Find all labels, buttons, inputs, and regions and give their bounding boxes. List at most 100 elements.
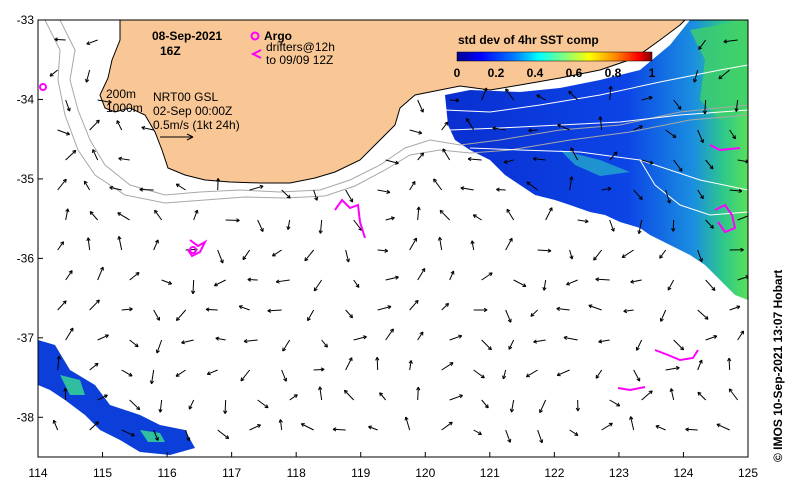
- drifter-tracks: [187, 144, 741, 392]
- current-vector: [319, 386, 323, 401]
- current-vector: [609, 151, 618, 161]
- current-vector: [505, 429, 511, 443]
- current-vector: [697, 391, 707, 401]
- current-vector: [449, 270, 455, 281]
- sst-swath-east-cyan: [560, 150, 630, 176]
- current-vector-head: [465, 117, 470, 122]
- current-vector-head: [307, 317, 311, 322]
- current-vector: [698, 39, 707, 50]
- current-vector-head: [223, 410, 228, 414]
- current-vector-head: [130, 432, 135, 437]
- x-tick-label: 123: [609, 466, 629, 480]
- current-vector: [569, 176, 573, 191]
- current-vector: [249, 424, 261, 431]
- current-vector-head: [667, 286, 672, 291]
- current-vector-head: [92, 149, 96, 154]
- current-vector-head: [584, 219, 589, 224]
- current-vector: [239, 305, 250, 311]
- sst-swath-southwest: [38, 340, 195, 455]
- current-vector: [409, 360, 412, 371]
- current-vector: [442, 148, 451, 161]
- current-vector: [433, 178, 443, 191]
- current-vector-head: [66, 131, 71, 136]
- current-vector: [697, 249, 703, 262]
- colorbar-tick-label: 1: [649, 66, 656, 80]
- current-vector: [473, 369, 485, 379]
- current-vector: [89, 421, 99, 431]
- current-vector: [441, 421, 453, 431]
- current-vector-head: [709, 224, 714, 229]
- current-vector: [633, 189, 643, 200]
- current-vector: [57, 129, 70, 135]
- current-vector-head: [318, 386, 323, 391]
- current-vector-head: [569, 255, 574, 260]
- current-vector: [665, 189, 671, 204]
- current-vector: [267, 309, 282, 312]
- current-vector-head: [390, 328, 394, 333]
- current-vector: [54, 38, 66, 41]
- current-vector-head: [386, 189, 391, 194]
- current-vector-head: [257, 424, 261, 428]
- current-vector-head: [117, 236, 122, 240]
- current-vector: [154, 209, 163, 221]
- current-vector: [244, 339, 258, 342]
- current-vector: [481, 272, 493, 281]
- current-vector-head: [702, 110, 708, 115]
- current-vector-head: [188, 405, 193, 410]
- current-vector: [705, 335, 718, 341]
- current-vector: [526, 181, 538, 191]
- current-vector-head: [275, 279, 280, 284]
- current-vector: [214, 279, 226, 287]
- current-vector: [129, 399, 141, 411]
- current-vector-head: [390, 216, 395, 221]
- current-vector: [116, 120, 123, 131]
- current-vector-head: [109, 185, 114, 191]
- current-vector-head: [175, 183, 180, 188]
- current-vector: [353, 336, 367, 341]
- current-vector-head: [83, 180, 88, 185]
- current-vector-head: [636, 377, 641, 382]
- argo-floats: [39, 83, 197, 254]
- current-vector: [595, 369, 603, 379]
- current-vector: [417, 152, 424, 161]
- current-vector: [175, 183, 186, 191]
- current-vector: [556, 369, 570, 376]
- drifter-track-2: [334, 198, 366, 239]
- current-vector-head: [613, 151, 618, 156]
- y-tick-label: -33: [17, 13, 35, 27]
- current-vector: [385, 159, 399, 164]
- current-vector-head: [608, 85, 613, 90]
- current-vector: [368, 426, 378, 431]
- current-vector-head: [704, 315, 709, 320]
- current-vector-head: [343, 389, 348, 394]
- current-vector: [737, 159, 748, 163]
- current-vector-head: [379, 392, 384, 397]
- current-vector-head: [532, 156, 537, 162]
- current-vector-head: [384, 248, 389, 253]
- depth-label-200m: 200m: [106, 87, 136, 101]
- current-vector-head: [206, 371, 211, 376]
- current-vector: [281, 369, 287, 382]
- contour-1000m: [44, 20, 748, 204]
- current-vector-head: [698, 45, 703, 50]
- current-vector-head: [666, 199, 671, 204]
- current-vector: [537, 429, 543, 443]
- current-vector: [705, 159, 714, 170]
- current-vector-head: [648, 95, 653, 100]
- current-vector-head: [387, 305, 392, 310]
- current-vector-head: [86, 237, 91, 242]
- current-vector-head: [175, 317, 180, 322]
- map-hour: 16Z: [160, 44, 181, 58]
- current-vector: [49, 69, 58, 77]
- current-vector: [240, 369, 251, 382]
- current-vector-head: [86, 41, 91, 46]
- current-vector: [536, 94, 546, 101]
- current-vector: [121, 308, 133, 311]
- current-vector-head: [190, 290, 196, 295]
- current-vector: [481, 399, 489, 409]
- current-vector-head: [56, 355, 61, 360]
- current-vector-head: [449, 362, 454, 366]
- current-vector: [718, 69, 730, 80]
- current-vector-head: [278, 419, 283, 423]
